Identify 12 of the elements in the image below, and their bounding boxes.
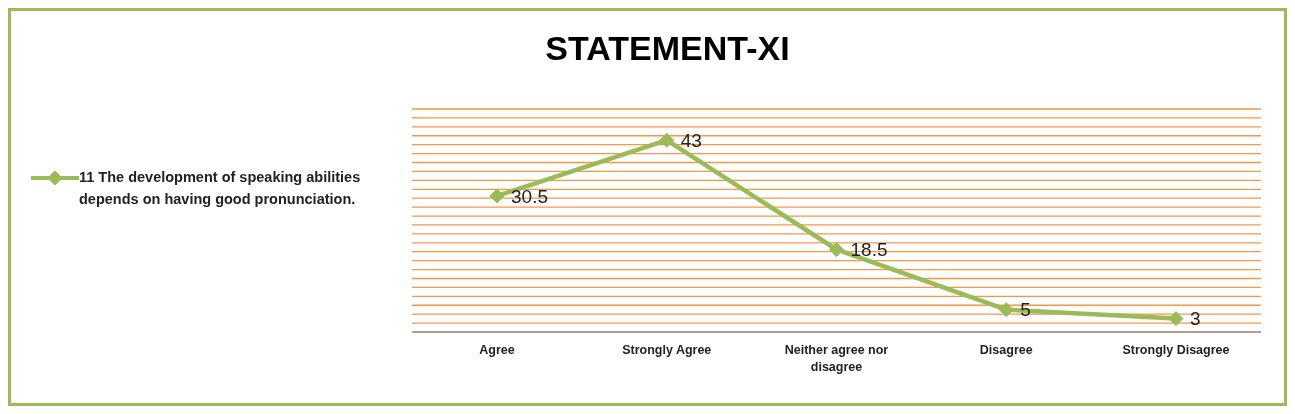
- point: [659, 132, 675, 148]
- x-tick-label: Strongly Disagree: [1122, 343, 1230, 357]
- point: [1168, 311, 1184, 327]
- chart-title: STATEMENT-XI: [544, 29, 791, 69]
- point: [998, 302, 1014, 318]
- point: [829, 241, 844, 257]
- point: [489, 188, 505, 204]
- x-tick-label: Disagree: [979, 343, 1033, 357]
- legend-label: 11 The development of speaking abilities depends on having good pronunciation.: [79, 168, 362, 209]
- x-tick-label: Agree: [479, 343, 515, 357]
- x-tick-label: Neither agree nor disagree: [784, 343, 889, 374]
- x-tick-label: Strongly Agree: [622, 343, 712, 357]
